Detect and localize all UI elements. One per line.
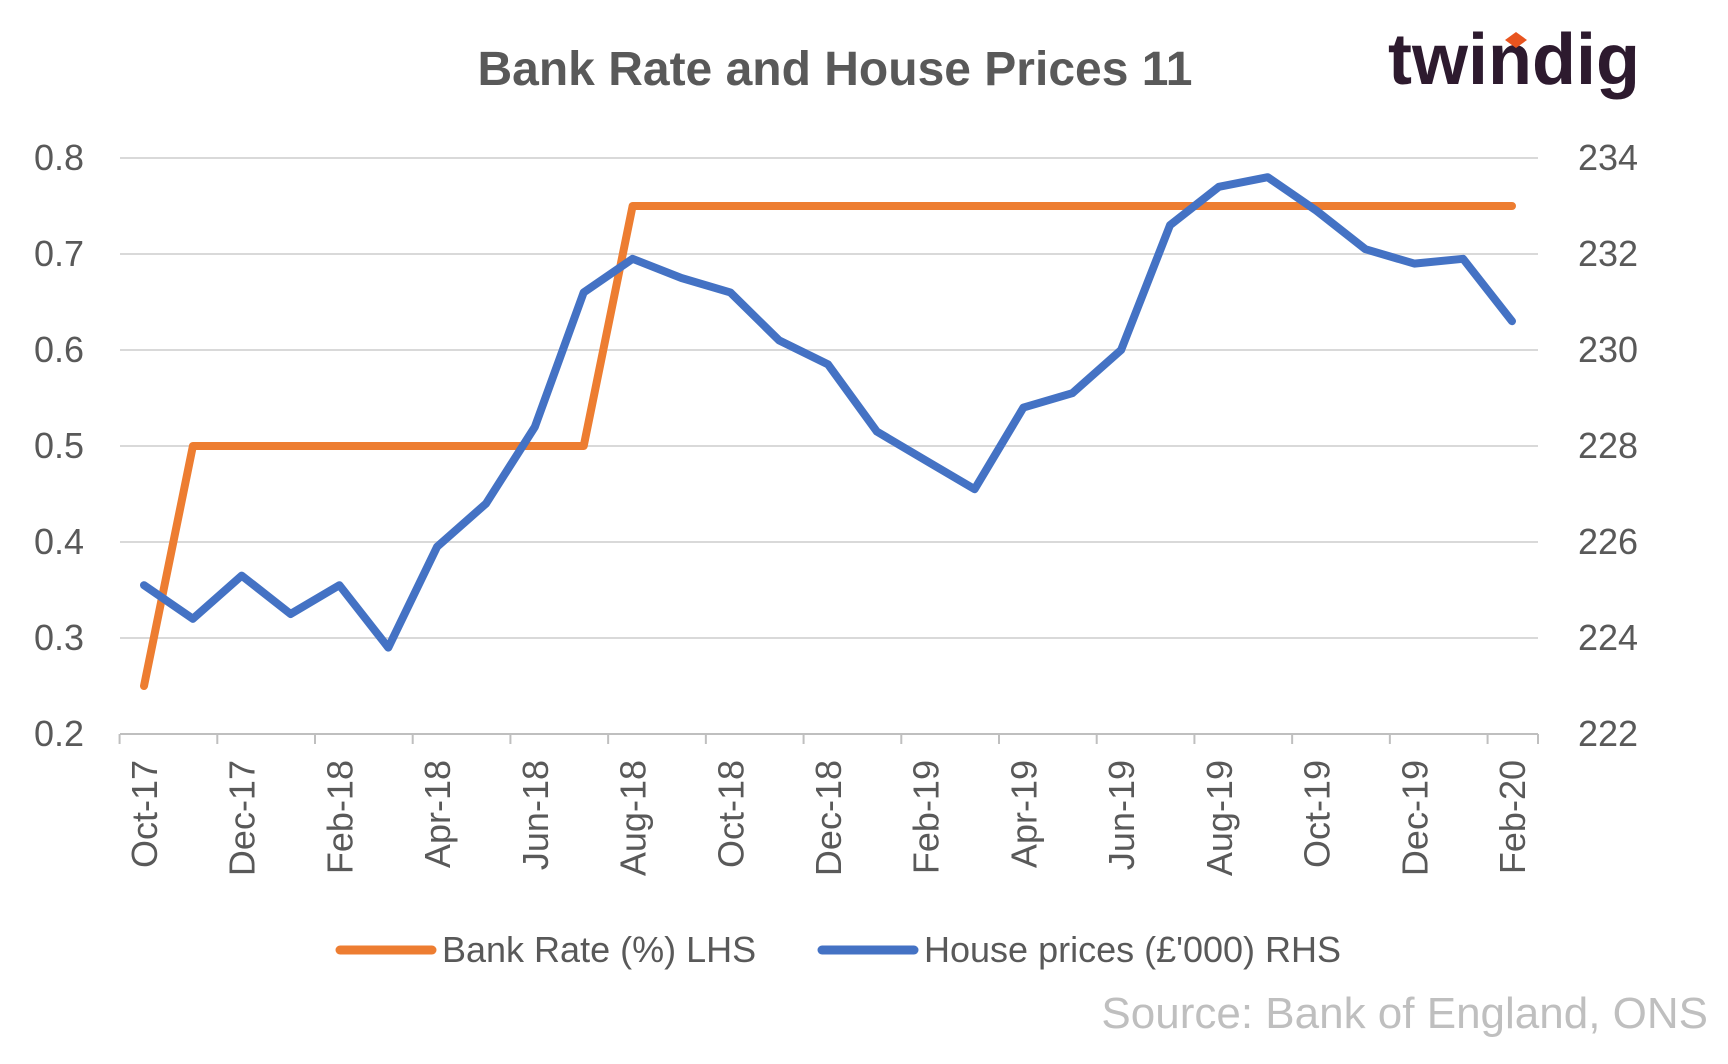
- right-tick-label: 228: [1578, 425, 1638, 466]
- left-tick-label: 0.3: [34, 617, 84, 658]
- left-tick-label: 0.6: [34, 329, 84, 370]
- legend-label: Bank Rate (%) LHS: [442, 929, 756, 970]
- x-tick-label: Aug-18: [613, 760, 654, 876]
- right-tick-label: 234: [1578, 137, 1638, 178]
- x-tick-label: Oct-18: [710, 760, 751, 868]
- axes: [118, 733, 1539, 744]
- source-note: Source: Bank of England, ONS: [1101, 989, 1708, 1038]
- series-lines: [140, 173, 1516, 690]
- series-line-house-prices: [140, 173, 1516, 652]
- grid-lines: [120, 157, 1538, 639]
- x-tick-label: Apr-19: [1003, 760, 1044, 868]
- series-line-bank-rate: [140, 202, 1516, 690]
- brand-logo-text: twindig: [1388, 20, 1640, 100]
- right-tick-label: 222: [1578, 713, 1638, 754]
- left-tick-label: 0.4: [34, 521, 84, 562]
- x-tick-label: Jun-18: [515, 760, 556, 870]
- left-axis-ticks: 0.8 0.7 0.6 0.5 0.4 0.3 0.2: [34, 137, 84, 754]
- brand-logo: twindig: [1388, 20, 1640, 100]
- right-tick-label: 230: [1578, 329, 1638, 370]
- x-tick-label: Jun-19: [1101, 760, 1142, 870]
- logo-dot-icon: [1505, 32, 1527, 48]
- left-tick-label: 0.2: [34, 713, 84, 754]
- chart-title: Bank Rate and House Prices 11: [478, 43, 1193, 96]
- x-tick-label: Feb-18: [319, 760, 360, 874]
- legend: Bank Rate (%) LHS House prices (£'000) RH…: [335, 929, 1341, 970]
- legend-label: House prices (£'000) RHS: [924, 929, 1341, 970]
- right-tick-label: 226: [1578, 521, 1638, 562]
- x-tick-label: Oct-19: [1297, 760, 1338, 868]
- x-tick-label: Oct-17: [124, 760, 165, 868]
- x-axis-ticks: Oct-17 Dec-17 Feb-18 Apr-18 Jun-18 Aug-18 Oct-…: [124, 760, 1533, 876]
- right-tick-label: 232: [1578, 233, 1638, 274]
- x-tick-label: Aug-19: [1199, 760, 1240, 876]
- right-tick-label: 224: [1578, 617, 1638, 658]
- x-tick-label: Feb-20: [1492, 760, 1533, 874]
- right-axis-ticks: 234 232 230 228 226 224 222: [1578, 137, 1638, 754]
- x-tick-label: Dec-19: [1394, 760, 1435, 876]
- x-tick-label: Dec-18: [808, 760, 849, 876]
- x-tick-label: Dec-17: [222, 760, 263, 876]
- left-tick-label: 0.8: [34, 137, 84, 178]
- left-tick-label: 0.7: [34, 233, 84, 274]
- x-tick-label: Feb-19: [906, 760, 947, 874]
- left-tick-label: 0.5: [34, 425, 84, 466]
- x-tick-label: Apr-18: [417, 760, 458, 868]
